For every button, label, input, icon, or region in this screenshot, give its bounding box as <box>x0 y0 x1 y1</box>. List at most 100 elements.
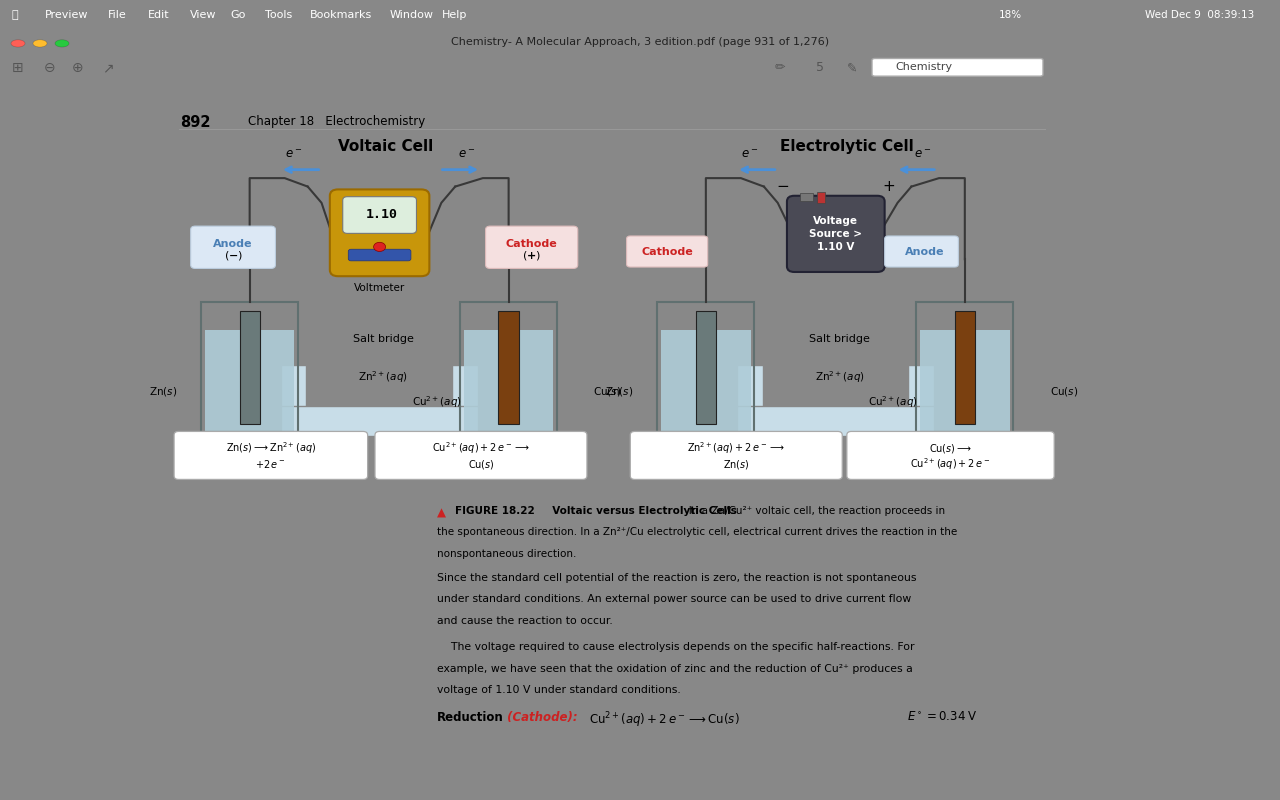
Text: −: − <box>777 179 790 194</box>
Text: $\mathrm{Zn^{2+}}(\mathit{aq})$: $\mathrm{Zn^{2+}}(\mathit{aq})$ <box>358 370 408 385</box>
Text: ✎: ✎ <box>847 62 858 74</box>
Text: Preview: Preview <box>45 10 88 20</box>
Text: example, we have seen that the oxidation of zinc and the reduction of Cu²⁺ produ: example, we have seen that the oxidation… <box>436 663 913 674</box>
Text: $+ 2\, e^-$: $+ 2\, e^-$ <box>256 458 287 470</box>
Text: $\mathrm{Cu^{2+}}(\mathit{aq}) + 2\, e^- \longrightarrow$: $\mathrm{Cu^{2+}}(\mathit{aq}) + 2\, e^-… <box>431 440 530 456</box>
Text: Voltaic Cell: Voltaic Cell <box>338 139 434 154</box>
Bar <box>955 310 975 424</box>
Text: Anode: Anode <box>905 246 945 257</box>
FancyBboxPatch shape <box>485 226 577 269</box>
FancyBboxPatch shape <box>174 431 367 479</box>
Text: Voltaic versus Electrolytic Cells: Voltaic versus Electrolytic Cells <box>545 506 737 516</box>
Text: File: File <box>108 10 127 20</box>
FancyBboxPatch shape <box>343 197 416 234</box>
FancyBboxPatch shape <box>375 431 588 479</box>
Bar <box>461 302 557 432</box>
Text: voltage of 1.10 V under standard conditions.: voltage of 1.10 V under standard conditi… <box>436 685 681 694</box>
Bar <box>463 330 553 432</box>
Text: Bookmarks: Bookmarks <box>310 10 372 20</box>
Bar <box>662 330 750 432</box>
Text: $\mathrm{Zn}(s)$: $\mathrm{Zn}(s)$ <box>723 458 750 471</box>
Text: Salt bridge: Salt bridge <box>353 334 413 344</box>
Bar <box>452 365 477 407</box>
Text: $\mathrm{Cu}(s)$: $\mathrm{Cu}(s)$ <box>467 458 494 471</box>
Text: $E^\circ = 0.34\;\mathrm{V}$: $E^\circ = 0.34\;\mathrm{V}$ <box>906 711 978 724</box>
FancyBboxPatch shape <box>872 58 1043 76</box>
Bar <box>280 406 477 436</box>
Text: 🍎: 🍎 <box>12 10 19 20</box>
Text: under standard conditions. An external power source can be used to drive current: under standard conditions. An external p… <box>436 594 911 605</box>
Text: Chemistry- A Molecular Approach, 3 edition.pdf (page 931 of 1,276): Chemistry- A Molecular Approach, 3 editi… <box>451 37 829 47</box>
Text: ▲: ▲ <box>436 506 445 519</box>
Text: Anode: Anode <box>214 239 253 250</box>
Text: ↗: ↗ <box>102 61 114 75</box>
Text: $\mathrm{Cu}(s) \longrightarrow$: $\mathrm{Cu}(s) \longrightarrow$ <box>928 442 972 454</box>
Circle shape <box>374 242 385 251</box>
Bar <box>737 406 934 436</box>
Bar <box>280 365 306 407</box>
FancyBboxPatch shape <box>630 431 842 479</box>
Text: Chemistry: Chemistry <box>895 62 952 72</box>
Text: and cause the reaction to occur.: and cause the reaction to occur. <box>436 616 613 626</box>
Bar <box>498 310 518 424</box>
Text: $\mathrm{Cu^{2+}}(\mathit{aq})$: $\mathrm{Cu^{2+}}(\mathit{aq})$ <box>412 394 462 410</box>
Bar <box>658 302 754 432</box>
Text: $(\mathbf{+})$: $(\mathbf{+})$ <box>522 250 541 262</box>
Text: (Cathode):: (Cathode): <box>503 711 577 724</box>
FancyBboxPatch shape <box>348 250 411 261</box>
Text: Cathode: Cathode <box>506 239 558 250</box>
Bar <box>818 191 824 203</box>
Text: the spontaneous direction. In a Zn²⁺/Cu electrolytic cell, electrical current dr: the spontaneous direction. In a Zn²⁺/Cu … <box>436 527 957 538</box>
Text: +: + <box>882 179 895 194</box>
Text: $e^-$: $e^-$ <box>741 147 759 161</box>
Circle shape <box>12 40 26 47</box>
Text: $\mathrm{Cu^{2+}}(\mathit{aq})$: $\mathrm{Cu^{2+}}(\mathit{aq})$ <box>868 394 918 410</box>
Text: Electrolytic Cell: Electrolytic Cell <box>780 139 914 154</box>
FancyBboxPatch shape <box>191 226 275 269</box>
Text: $e^-$: $e^-$ <box>914 147 931 161</box>
Text: Cathode: Cathode <box>641 246 692 257</box>
Text: $\mathrm{Cu^{2+}}(\mathit{aq}) + 2\, e^-$: $\mathrm{Cu^{2+}}(\mathit{aq}) + 2\, e^-… <box>910 457 991 472</box>
Text: In a Zn/Cu²⁺ voltaic cell, the reaction proceeds in: In a Zn/Cu²⁺ voltaic cell, the reaction … <box>680 506 945 516</box>
Text: Chapter 18   Electrochemistry: Chapter 18 Electrochemistry <box>248 114 425 128</box>
Text: Salt bridge: Salt bridge <box>809 334 870 344</box>
Text: ⊞: ⊞ <box>13 61 24 75</box>
Text: ✏: ✏ <box>774 62 785 74</box>
Text: 892: 892 <box>180 114 211 130</box>
Text: nonspontaneous direction.: nonspontaneous direction. <box>436 549 576 558</box>
Circle shape <box>33 40 47 47</box>
Text: $\mathrm{Zn}(s)$: $\mathrm{Zn}(s)$ <box>604 385 634 398</box>
Text: $\mathrm{Cu}(s)$: $\mathrm{Cu}(s)$ <box>1050 385 1078 398</box>
Text: Reduction: Reduction <box>436 711 503 724</box>
Text: Go: Go <box>230 10 246 20</box>
FancyBboxPatch shape <box>330 190 429 276</box>
Text: Voltmeter: Voltmeter <box>355 282 406 293</box>
FancyBboxPatch shape <box>884 236 959 267</box>
Text: FIGURE 18.22: FIGURE 18.22 <box>456 506 535 516</box>
Bar <box>205 330 294 432</box>
Text: $\mathrm{Zn^{2+}}(\mathit{aq})$: $\mathrm{Zn^{2+}}(\mathit{aq})$ <box>814 370 864 385</box>
Circle shape <box>55 40 69 47</box>
FancyBboxPatch shape <box>787 196 884 272</box>
Text: $\mathrm{Zn}(s)$: $\mathrm{Zn}(s)$ <box>148 385 177 398</box>
Bar <box>800 193 813 202</box>
Bar <box>239 310 260 424</box>
Bar <box>916 302 1014 432</box>
Text: 18%: 18% <box>998 10 1021 20</box>
Bar <box>920 330 1010 432</box>
Text: $e^-$: $e^-$ <box>285 147 302 161</box>
FancyBboxPatch shape <box>627 236 708 267</box>
Text: $e^-$: $e^-$ <box>457 147 475 161</box>
Text: ⊖: ⊖ <box>45 61 56 75</box>
Bar <box>201 302 298 432</box>
Text: 1.10: 1.10 <box>366 208 397 221</box>
Text: Window: Window <box>390 10 434 20</box>
Bar <box>908 365 934 407</box>
Text: The voltage required to cause electrolysis depends on the specific half-reaction: The voltage required to cause electrolys… <box>436 642 914 653</box>
Text: $\mathrm{Cu^{2+}}(\mathit{aq}) + 2\,e^- \longrightarrow \mathrm{Cu}(s)$: $\mathrm{Cu^{2+}}(\mathit{aq}) + 2\,e^- … <box>589 711 740 730</box>
Text: Help: Help <box>442 10 467 20</box>
Text: 5: 5 <box>817 62 824 74</box>
Text: ⊕: ⊕ <box>72 61 83 75</box>
Text: $(\mathbf{-})$: $(\mathbf{-})$ <box>224 250 243 262</box>
Text: Voltage
Source >
1.10 V: Voltage Source > 1.10 V <box>809 216 863 252</box>
